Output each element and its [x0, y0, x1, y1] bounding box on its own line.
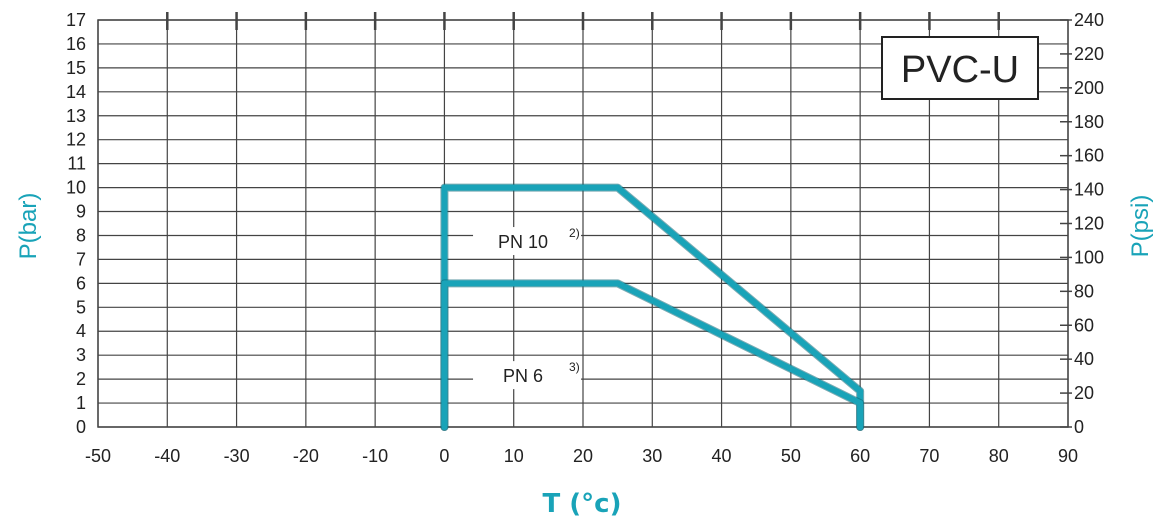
x-tick-label: -50: [85, 446, 111, 466]
material-box-frame: [881, 36, 1039, 100]
x-tick-label: 90: [1058, 446, 1078, 466]
x-tick-label: -10: [362, 446, 388, 466]
y-tick-label: 9: [76, 202, 86, 222]
y2-tick-label: 140: [1074, 180, 1104, 200]
material-label: PVC-U: [901, 49, 1019, 91]
y-tick-label: 15: [66, 58, 86, 78]
y2-tick-label: 20: [1074, 383, 1094, 403]
y2-tick-label: 220: [1074, 44, 1104, 64]
series-label-bg: [473, 227, 582, 256]
series-label: PN 6: [503, 366, 543, 386]
series-point: [441, 184, 448, 191]
y2-tick-label: 120: [1074, 214, 1104, 234]
y2-tick-label: 160: [1074, 146, 1104, 166]
series-point: [857, 388, 864, 395]
series-label-bg: [473, 361, 582, 390]
x-tick-label: 20: [573, 446, 593, 466]
y-tick-label: 8: [76, 225, 86, 245]
series-label-note: 2): [569, 226, 580, 240]
top-tick-marks: [166, 12, 1000, 30]
series-label: PN 10: [498, 232, 548, 252]
y-tick-label: 2: [76, 369, 86, 389]
y2-tick-label: 80: [1074, 281, 1094, 301]
y-tick-label: 13: [66, 106, 86, 126]
y-tick-label: 17: [66, 10, 86, 30]
y-tick-label: 14: [66, 82, 86, 102]
series-point: [857, 400, 864, 407]
x-tick-label: 40: [712, 446, 732, 466]
x-tick-label: 60: [850, 446, 870, 466]
y2-tick-label: 0: [1074, 417, 1084, 437]
y-axis-left-title: P(bar): [15, 193, 42, 260]
grid: [97, 19, 1069, 428]
y-tick-label: 4: [76, 321, 86, 341]
y-tick-label: 11: [67, 154, 86, 174]
x-tick-label: 50: [781, 446, 801, 466]
y-tick-label: 6: [76, 273, 86, 293]
x-tick-label: -30: [224, 446, 250, 466]
y-axis-right-title: P(psi): [1127, 195, 1154, 258]
y-tick-label: 5: [76, 297, 86, 317]
series-point: [614, 184, 621, 191]
x-axis-title: T (°c): [543, 489, 622, 519]
y-tick-label: 0: [76, 417, 86, 437]
x-tick-label: 30: [642, 446, 662, 466]
y-tick-label: 1: [76, 393, 86, 413]
y-tick-label: 10: [66, 178, 86, 198]
y-tick-label: 3: [76, 345, 86, 365]
y2-tick-label: 200: [1074, 78, 1104, 98]
y-tick-label: 12: [66, 130, 86, 150]
x-tick-label: 0: [439, 446, 449, 466]
x-tick-label: 70: [919, 446, 939, 466]
x-tick-label: 10: [504, 446, 524, 466]
series-lines: [440, 183, 865, 431]
y2-tick-label: 240: [1074, 10, 1104, 30]
material-box: PVC-U: [881, 36, 1039, 100]
y2-tick-label: 60: [1074, 315, 1094, 335]
x-axis-ticks: -50 -40 -30 -20 -10 0 10 20 30 40 50 60 70 80 90: [85, 446, 1078, 466]
series-point: [614, 280, 621, 287]
x-tick-label: 80: [989, 446, 1009, 466]
series-point: [857, 424, 864, 430]
y-tick-label: 7: [76, 249, 86, 269]
y-axis-right-ticks: 0 20 40 60 80 100 120 140 160 180 200 220 240: [1060, 10, 1104, 437]
y2-tick-label: 180: [1074, 112, 1104, 132]
x-tick-label: -40: [154, 446, 180, 466]
series-point: [441, 280, 448, 287]
y2-tick-label: 100: [1074, 247, 1104, 267]
series-labels: PN 10 2) PN 6 3): [473, 226, 582, 390]
x-tick-label: -20: [293, 446, 319, 466]
y-tick-label: 16: [66, 34, 86, 54]
series-label-note: 3): [569, 360, 580, 374]
y2-tick-label: 40: [1074, 349, 1094, 369]
series-point: [441, 424, 448, 430]
